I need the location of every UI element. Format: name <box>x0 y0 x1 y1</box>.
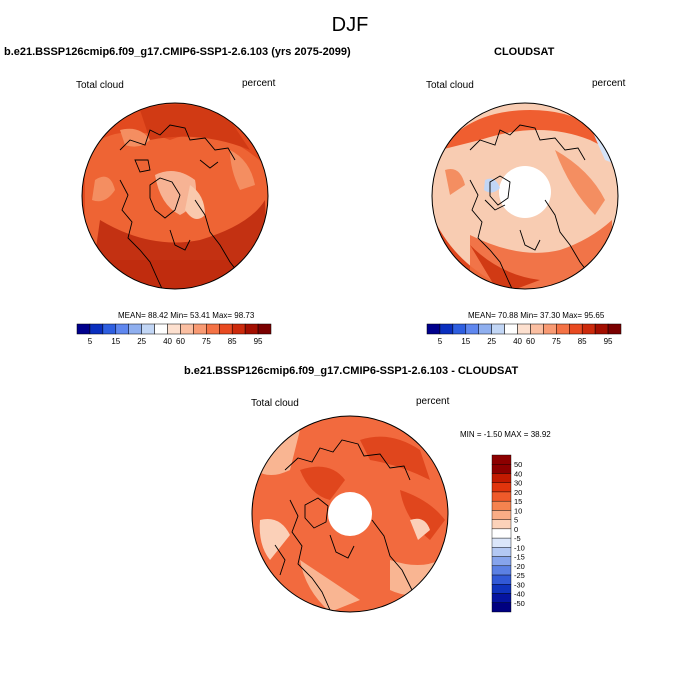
panel3-colorbar-tick-label: -15 <box>514 553 525 562</box>
panel3-colorbar-swatch <box>491 464 512 474</box>
panel3-colorbar-tick-label: 0 <box>514 525 518 534</box>
panel2-colorbar-tick-label: 85 <box>578 337 587 346</box>
panel1-colorbar-tick-label: 25 <box>137 337 146 346</box>
panel2-colorbar-tick-label: 15 <box>461 337 470 346</box>
panel2-colorbar-swatch <box>607 323 622 335</box>
panel3-colorbar-tick-label: 5 <box>514 516 518 525</box>
panel3-colorbar-swatch <box>491 454 512 465</box>
panel1-title: b.e21.BSSP126cmip6.f09_g17.CMIP6-SSP1-2.… <box>4 46 351 58</box>
panel2-units: percent <box>592 78 626 89</box>
panel3-colorbar-swatch <box>491 473 512 483</box>
panel3-colorbar-swatch <box>491 593 512 603</box>
panel3-colorbar-tick-label: -30 <box>514 580 525 589</box>
panel1-colorbar-swatch <box>257 323 272 335</box>
panel1-units: percent <box>242 78 276 89</box>
panel1-stats: MEAN= 88.42 Min= 53.41 Max= 98.73 <box>118 311 255 320</box>
panel1-colorbar-tick-label: 75 <box>202 337 211 346</box>
panel3-colorbar-tick-label: -5 <box>514 534 521 543</box>
panel3-colorbar-swatch <box>491 510 512 520</box>
panel3-title: b.e21.BSSP126cmip6.f09_g17.CMIP6-SSP1-2.… <box>184 365 519 377</box>
panel3-colorbar-tick-label: -40 <box>514 590 525 599</box>
panel3-colorbar-swatch <box>491 537 512 548</box>
panel2-title: CLOUDSAT <box>494 46 555 58</box>
panel3-colorbar-swatch <box>491 565 512 576</box>
panel3-colorbar-swatch <box>491 491 512 502</box>
panel3-colorbar-swatch <box>491 482 512 493</box>
panel1-colorbar-tick-label: 95 <box>254 337 263 346</box>
panel3-colorbar-tick-label: -20 <box>514 562 525 571</box>
panel3-colorbar-swatch <box>491 602 512 613</box>
panel2-colorbar-tick-label: 25 <box>487 337 496 346</box>
panel2-colorbar-tick-label: 75 <box>552 337 561 346</box>
panel3-colorbar-tick-label: 40 <box>514 469 522 478</box>
panel2-colorbar-tick-label: 40 <box>513 337 522 346</box>
panel3-colorbar-swatch <box>491 519 512 530</box>
panel3-stats: MIN = -1.50 MAX = 38.92 <box>460 430 551 439</box>
panel3-colorbar-swatch <box>491 528 512 539</box>
panel2-colorbar-tick-label: 60 <box>526 337 535 346</box>
panel3-left-label: Total cloud <box>251 398 299 409</box>
panel1-colorbar-tick-label: 5 <box>88 337 93 346</box>
panel3-colorbar-swatch <box>491 574 512 585</box>
panel3-colorbar-tick-label: 15 <box>514 497 522 506</box>
panel1-colorbar-tick-label: 60 <box>176 337 185 346</box>
panel1-colorbar-tick-label: 85 <box>228 337 237 346</box>
figure-title: DJF <box>331 14 369 36</box>
panel3-colorbar-tick-label: 20 <box>514 488 522 497</box>
panel3-units: percent <box>416 396 450 407</box>
panel2-colorbar-tick-label: 95 <box>604 337 613 346</box>
panel3-colorbar-tick-label: -50 <box>514 599 525 608</box>
panel1-colorbar-tick-label: 40 <box>163 337 172 346</box>
panel3-colorbar-tick-label: -25 <box>514 571 525 580</box>
panel3-colorbar-tick-label: -10 <box>514 543 525 552</box>
panel3-colorbar-tick-label: 30 <box>514 479 522 488</box>
panel3-colorbar-swatch <box>491 500 512 511</box>
panel3-colorbar-tick-label: 10 <box>514 506 522 515</box>
panel3-colorbar-tick-label: 50 <box>514 460 522 469</box>
panel1-colorbar-tick-label: 15 <box>111 337 120 346</box>
panel2-stats: MEAN= 70.88 Min= 37.30 Max= 95.65 <box>468 311 605 320</box>
panel3-colorbar-swatch <box>491 584 512 594</box>
panel2-left-label: Total cloud <box>426 80 474 91</box>
panel2-colorbar-tick-label: 5 <box>438 337 443 346</box>
panel1-left-label: Total cloud <box>76 80 124 91</box>
panel3-colorbar-swatch <box>491 547 512 557</box>
panel3-colorbar-swatch <box>491 556 512 567</box>
